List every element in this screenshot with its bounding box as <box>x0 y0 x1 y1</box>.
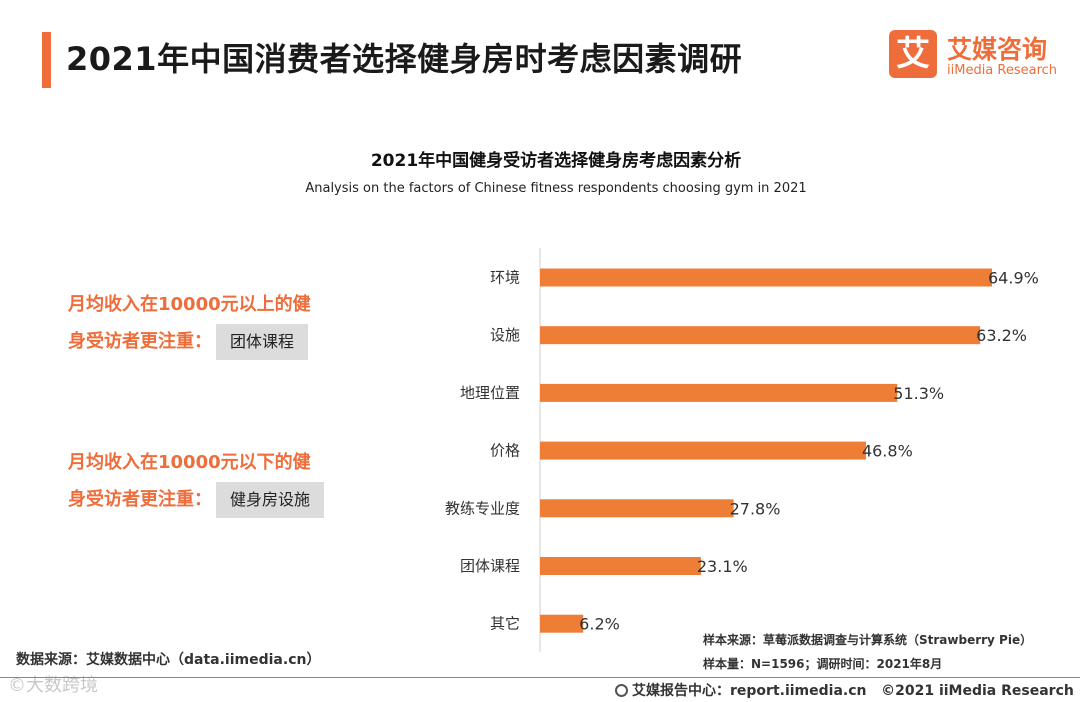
bar <box>540 499 734 518</box>
title-accent-bar <box>42 32 51 88</box>
callout-low-income-line1: 月均收入在10000元以下的健 <box>68 452 311 473</box>
bars-group: 环境 64.9% 设施 63.2% 地理位置 51.3% 价格 46.8% 教练专业度 27.8%… <box>445 268 1039 634</box>
category-label: 地理位置 <box>460 384 520 402</box>
category-label: 价格 <box>490 442 520 460</box>
logo-text-cn: 艾媒咨询 <box>947 35 1048 64</box>
data-source-note: 数据来源：艾媒数据中心（data.iimedia.cn） <box>16 652 321 668</box>
chart-title: 2021年中国健身受访者选择健身房考虑因素分析 <box>370 151 742 171</box>
value-label: 63.2% <box>976 326 1027 345</box>
callout-low-income-line2: 身受访者更注重： <box>68 489 212 510</box>
category-label: 教练专业度 <box>445 499 520 517</box>
category-label: 团体课程 <box>460 557 520 575</box>
tag-group-classes: 团体课程 <box>216 324 309 360</box>
logo-text-en: iiMedia Research <box>947 63 1058 78</box>
bar <box>540 614 584 633</box>
chart-subtitle: Analysis on the factors of Chinese fitne… <box>305 181 807 196</box>
callout-high-income-line2: 身受访者更注重： <box>68 331 212 352</box>
bar <box>540 383 898 402</box>
footer-report-center: 艾媒报告中心：report.iimedia.cn <box>632 683 867 699</box>
value-label: 23.1% <box>697 557 748 576</box>
value-label: 64.9% <box>988 269 1039 288</box>
callout-low-income: 月均收入在10000元以下的健 身受访者更注重： 健身房设施 <box>68 444 325 518</box>
globe-icon <box>615 684 628 697</box>
iimedia-logo: 艾 艾媒咨询 iiMedia Research <box>889 30 1069 84</box>
category-label: 其它 <box>490 615 520 633</box>
callout-high-income-line1: 月均收入在10000元以上的健 <box>68 294 311 315</box>
value-label: 27.8% <box>730 499 781 518</box>
logo-mark-icon: 艾 <box>889 30 937 78</box>
category-label: 设施 <box>490 326 520 344</box>
bar <box>540 441 866 460</box>
page-title: 2021年中国消费者选择健身房时考虑因素调研 <box>66 40 743 78</box>
value-label: 6.2% <box>579 615 620 634</box>
bar <box>540 326 981 345</box>
bar <box>540 557 701 575</box>
tag-gym-facilities: 健身房设施 <box>216 482 325 518</box>
footer-copyright: ©2021 iiMedia Research Inc <box>881 683 1080 699</box>
footer-credits: 艾媒报告中心：report.iimedia.cn ©2021 iiMedia R… <box>615 680 1080 700</box>
sample-source-note: 样本来源：草莓派数据调查与计算系统（Strawberry Pie） <box>703 633 1033 647</box>
callout-high-income: 月均收入在10000元以上的健 身受访者更注重： 团体课程 <box>68 286 311 360</box>
sample-size-note: 样本量：N=1596；调研时间：2021年8月 <box>703 657 943 671</box>
category-label: 环境 <box>490 269 520 287</box>
value-label: 51.3% <box>893 384 944 403</box>
bar <box>540 268 992 287</box>
watermark: ©大数跨境 <box>8 675 98 696</box>
footer-divider <box>0 677 1080 678</box>
value-label: 46.8% <box>862 442 913 461</box>
